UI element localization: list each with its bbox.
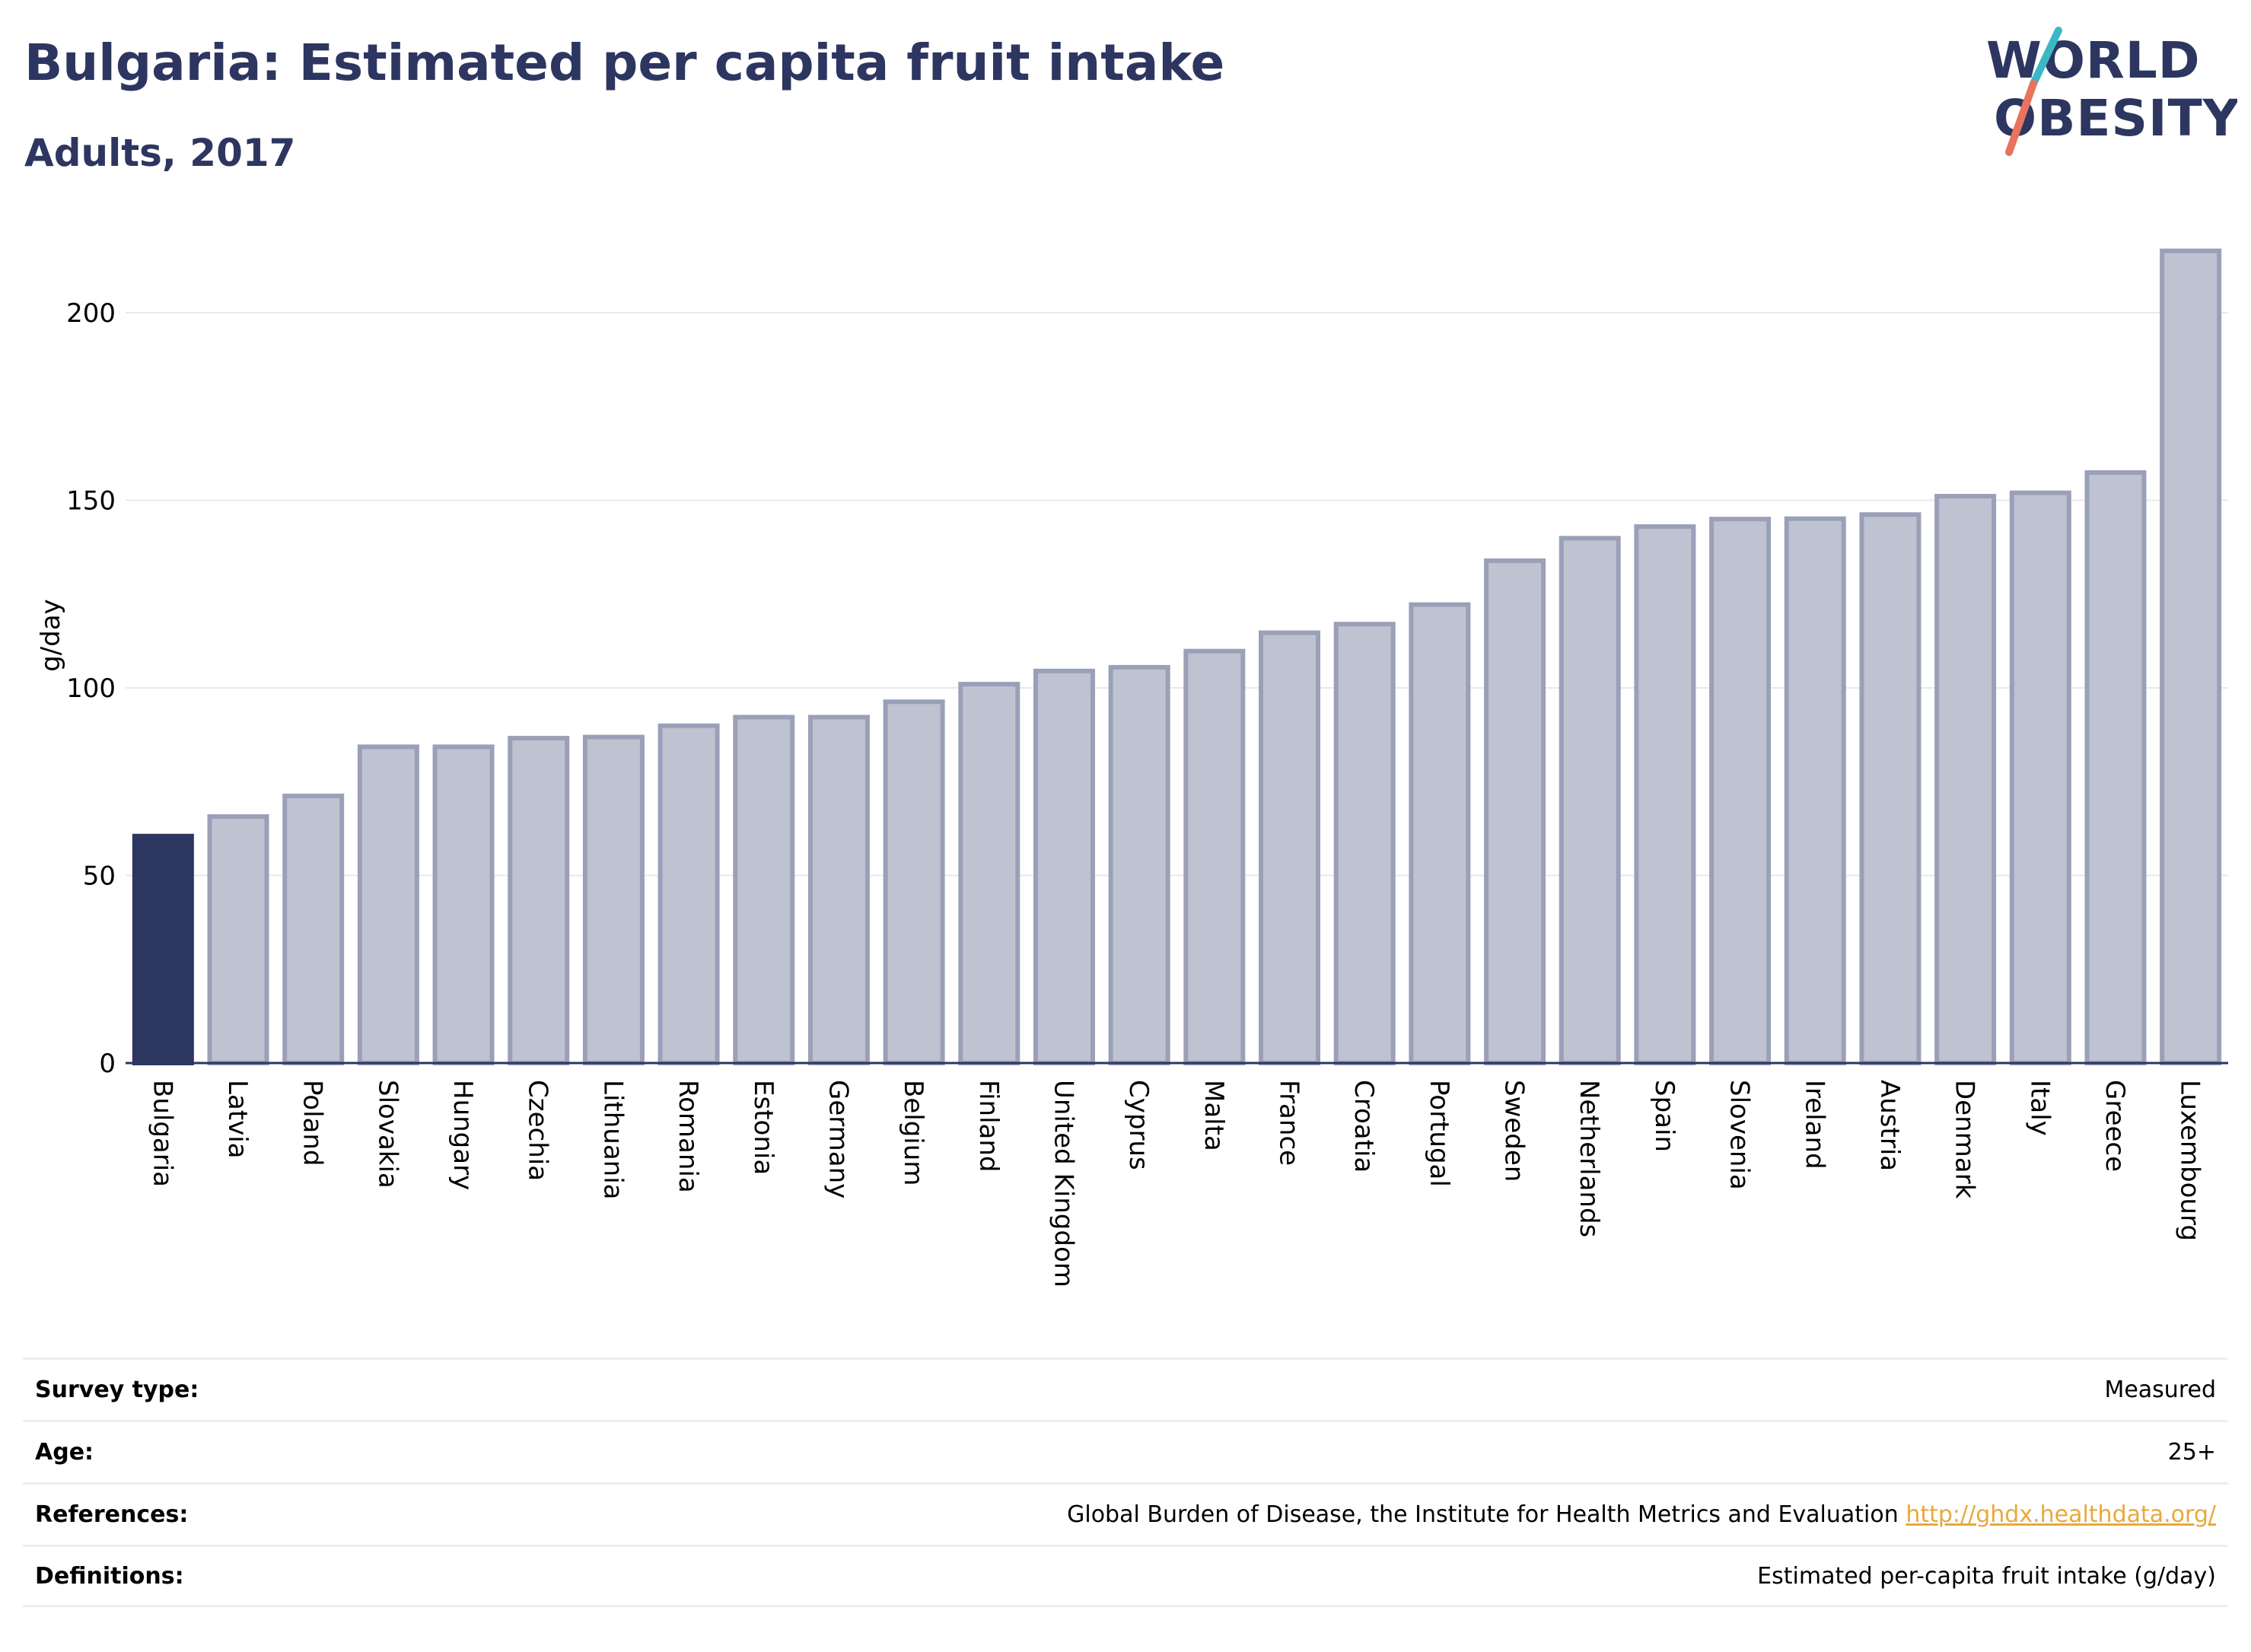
y-tick-label: 50	[83, 861, 116, 892]
x-tick-label: Ireland	[1799, 1080, 1829, 1170]
world-obesity-logo: WORLD OBESITY	[1986, 27, 2237, 156]
x-axis-ticks: Bulgaria Latvia Poland Slovakia Hungary Czech…	[147, 1080, 2205, 1288]
x-tick-label: United Kingdom	[1048, 1080, 1078, 1288]
x-tick-label: Malta	[1199, 1080, 1229, 1151]
bar-malta	[1183, 648, 1246, 1065]
x-tick-label: Romania	[673, 1080, 703, 1193]
bar-france	[1259, 630, 1321, 1065]
bar-bulgaria	[132, 833, 194, 1065]
x-tick-label: Germany	[823, 1080, 853, 1198]
x-tick-label: Lithuania	[597, 1080, 628, 1199]
bar-slovenia	[1709, 517, 1772, 1065]
bar-romania	[657, 723, 720, 1066]
svg-text:WORLD: WORLD	[1986, 31, 2201, 90]
y-tick-label: 100	[66, 673, 116, 704]
x-tick-label: Netherlands	[1574, 1080, 1604, 1237]
bar-spain	[1634, 524, 1696, 1065]
bar-sweden	[1484, 558, 1546, 1065]
bar-netherlands	[1559, 536, 1621, 1065]
bar-finland	[958, 682, 1020, 1065]
info-label: Age:	[35, 1439, 94, 1466]
bar-united-kingdom	[1033, 668, 1095, 1065]
bar-latvia	[207, 814, 269, 1065]
bar-poland	[282, 793, 345, 1065]
x-tick-label: Czechia	[523, 1080, 553, 1181]
x-tick-label: Croatia	[1348, 1080, 1379, 1173]
svg-text:OBESITY: OBESITY	[1994, 89, 2237, 148]
x-tick-label: Slovakia	[372, 1080, 403, 1189]
y-axis-label: g/day	[36, 599, 66, 672]
bar-denmark	[1934, 494, 1997, 1065]
x-tick-label: Hungary	[447, 1080, 478, 1190]
bar-greece	[2084, 470, 2147, 1065]
bar-chart: 0 50 100 150 200 Bulgaria Latvia Poland Slovaki…	[36, 248, 2228, 1288]
info-label: Survey type:	[35, 1377, 199, 1403]
reference-text: Global Burden of Disease, the Institute …	[1067, 1501, 1899, 1528]
bar-germany	[807, 715, 870, 1065]
bar-luxembourg	[2160, 248, 2222, 1065]
x-tick-label: France	[1274, 1080, 1304, 1166]
bar-italy	[2009, 490, 2071, 1065]
x-tick-label: Slovenia	[1724, 1080, 1755, 1190]
info-row-age: Age: 25+	[23, 1420, 2228, 1482]
info-value-references: Global Burden of Disease, the Institute …	[1067, 1501, 2216, 1528]
info-value: Estimated per-capita fruit intake (g/day…	[1757, 1562, 2216, 1590]
bar-belgium	[883, 699, 945, 1066]
bar-cyprus	[1108, 664, 1170, 1065]
bar-austria	[1859, 512, 1921, 1065]
bars	[132, 248, 2222, 1066]
bar-czechia	[508, 736, 570, 1065]
x-tick-label: Estonia	[748, 1080, 778, 1175]
x-tick-label: Austria	[1874, 1080, 1905, 1171]
bar-lithuania	[582, 734, 645, 1065]
bar-estonia	[733, 715, 795, 1065]
x-tick-label: Poland	[298, 1080, 328, 1167]
x-tick-label: Italy	[2024, 1080, 2055, 1136]
bar-slovakia	[357, 744, 419, 1065]
info-value: Measured	[2104, 1377, 2216, 1403]
x-tick-label: Denmark	[1950, 1080, 1980, 1199]
bar-hungary	[432, 744, 495, 1065]
bar-croatia	[1333, 622, 1396, 1065]
y-tick-label: 200	[66, 298, 116, 329]
x-tick-label: Portugal	[1424, 1080, 1454, 1187]
y-axis-ticks: 0 50 100 150 200	[66, 298, 116, 1079]
info-row-definitions: Definitions: Estimated per-capita fruit …	[23, 1545, 2228, 1607]
chart-subtitle: Adults, 2017	[24, 131, 296, 175]
info-value: 25+	[2167, 1439, 2216, 1466]
info-row-references: References: Global Burden of Disease, th…	[23, 1482, 2228, 1545]
x-tick-label: Bulgaria	[147, 1080, 177, 1187]
x-tick-label: Latvia	[222, 1080, 253, 1159]
x-tick-label: Finland	[973, 1080, 1004, 1173]
x-tick-label: Luxembourg	[2175, 1080, 2205, 1241]
x-tick-label: Cyprus	[1123, 1080, 1154, 1170]
chart-title: Bulgaria: Estimated per capita fruit int…	[24, 33, 1225, 92]
y-tick-label: 150	[66, 486, 116, 517]
x-tick-label: Greece	[2100, 1080, 2130, 1172]
x-tick-label: Sweden	[1499, 1080, 1530, 1182]
info-label: References:	[35, 1501, 189, 1528]
bar-ireland	[1784, 516, 1846, 1065]
y-tick-label: 0	[99, 1049, 116, 1079]
bar-portugal	[1409, 602, 1471, 1065]
x-tick-label: Spain	[1649, 1080, 1679, 1152]
reference-link[interactable]: http://ghdx.healthdata.org/	[1906, 1501, 2216, 1528]
info-table: Survey type: Measured Age: 25+ Reference…	[23, 1358, 2228, 1607]
info-row-survey-type: Survey type: Measured	[23, 1358, 2228, 1420]
info-label: Definitions:	[35, 1562, 184, 1590]
x-tick-label: Belgium	[898, 1080, 928, 1186]
